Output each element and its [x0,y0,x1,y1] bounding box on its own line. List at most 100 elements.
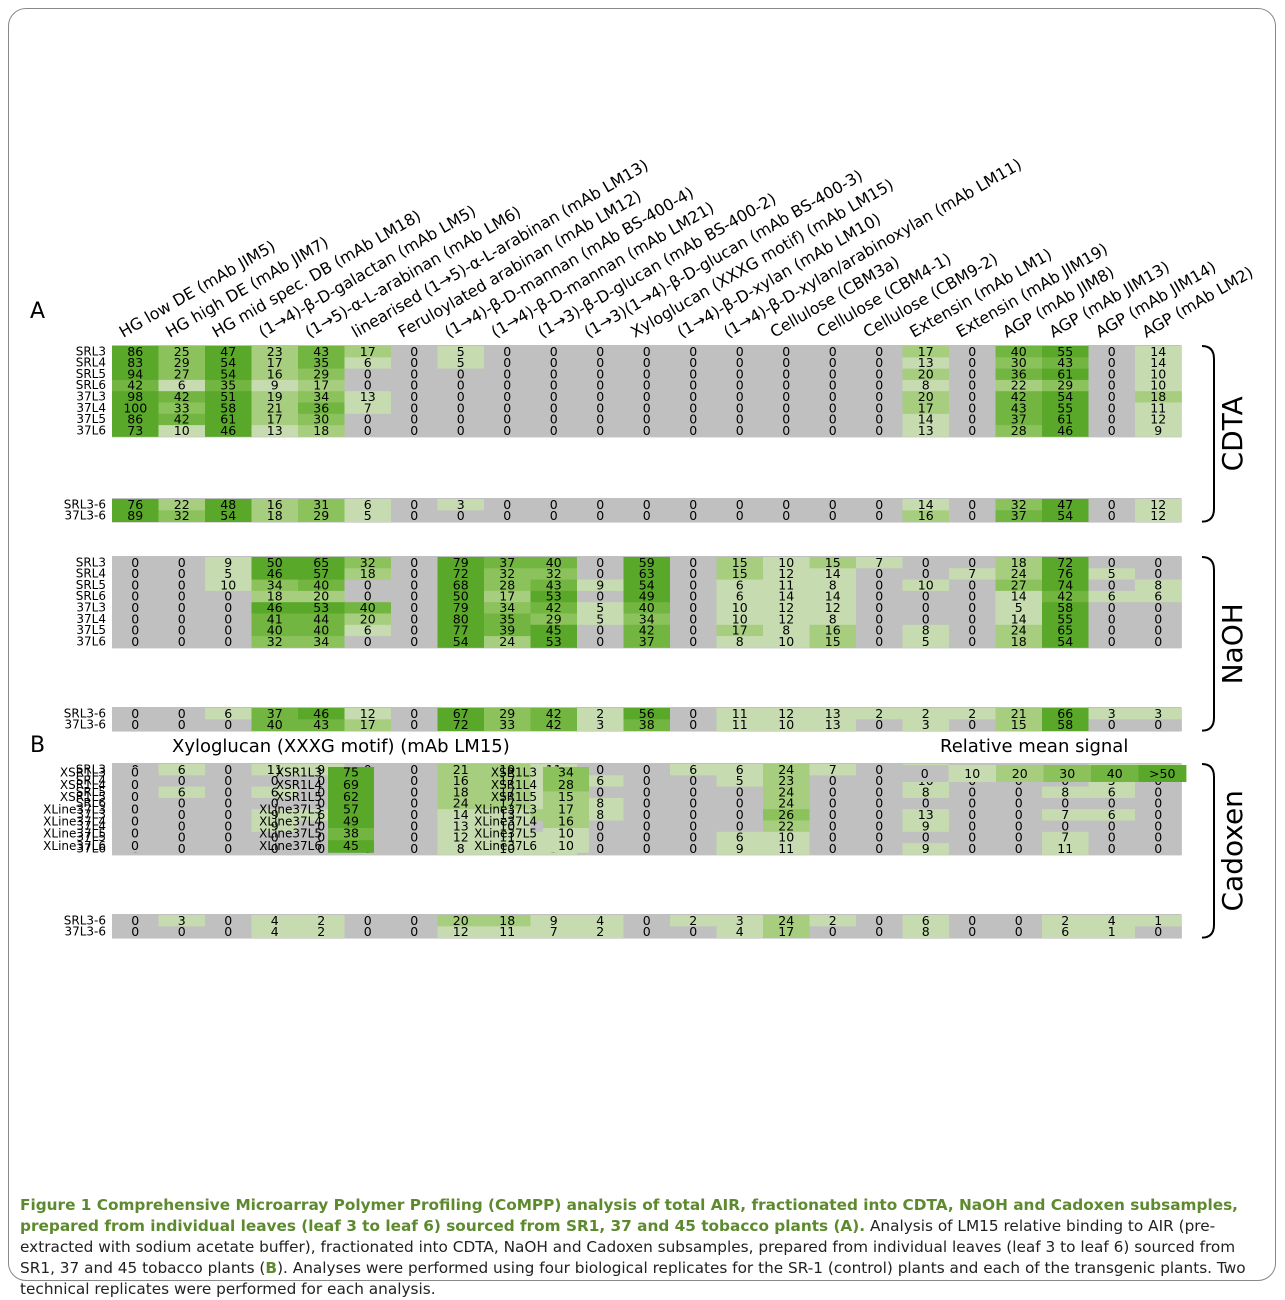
cell-value: 0 [736,378,744,393]
cell-value: 42 [546,706,562,721]
heatmap-cell [1042,579,1089,592]
cell-value: 18 [313,423,329,438]
cell-value: 51 [220,389,236,404]
cell-value: 18 [267,589,283,604]
cell-value: 18 [1150,389,1166,404]
heatmap-cell [391,820,438,833]
heatmap-cell [1042,413,1089,426]
cell-value: 0 [782,400,790,415]
heatmap-cell [763,602,810,614]
cell-value: 12 [453,830,469,845]
cell-value: 0 [131,623,139,638]
heatmap-cell [251,915,299,927]
cell-value: 14 [1150,355,1166,370]
heatmap-cell [949,346,996,358]
cell-value: 0 [1154,807,1162,822]
cell-value: 17 [360,344,376,359]
heatmap-cell [391,568,438,580]
heatmap-cell [391,926,438,938]
heatmap-cell [484,809,531,821]
cell-value: 47 [1057,497,1073,512]
cell-value: 8 [922,924,930,939]
heatmap-cell [158,602,206,614]
heatmap-cell [577,368,624,381]
cell-value: 0 [782,389,790,404]
legend-swatch [1043,765,1092,782]
cell-value: 24 [1011,623,1027,638]
cell-value: 43 [313,344,329,359]
cell-value: 4 [271,913,279,928]
heatmap-cell [112,602,159,614]
row-label: SRL4 [76,356,106,370]
cell-value: 4 [736,924,744,939]
cell-value: 21 [453,762,469,777]
legend-label: 0 [921,766,929,781]
cell-value: 5 [1015,600,1023,615]
heatmap-cell [1135,391,1182,403]
heatmap-cell [995,719,1043,731]
heatmap-cell [995,413,1043,426]
cell-value: 0 [410,423,418,438]
heatmap-cell [344,579,392,592]
heatmap-cell [1135,510,1182,522]
heatmap-cell [716,786,764,799]
heatmap-cell [763,510,810,522]
heatmap-cell [623,568,671,580]
heatmap-cell [623,379,671,392]
cell-value: 0 [410,366,418,381]
cell-value: 0 [410,830,418,845]
heatmap-cell [1088,425,1136,437]
heatmap-cell [763,831,810,844]
cell-value: 55 [1057,611,1073,626]
heatmap-cell [530,510,578,522]
cell-value: 9 [224,555,232,570]
cell-value: 0 [410,807,418,822]
heatmap-cell [112,357,159,369]
heatmap-cell [995,708,1043,720]
heatmap-cell [158,590,206,603]
cell-value: 10 [778,830,794,845]
heatmap-cell [484,590,531,603]
row-label: SRL4 [76,774,106,788]
cell-value: 0 [643,355,651,370]
heatmap-cell [1088,613,1136,626]
heatmap-cell [298,764,345,776]
heatmap-cell [391,425,438,437]
heatmap-cell [856,809,903,821]
cell-value: 8 [736,634,744,649]
cell-value: 0 [782,497,790,512]
b-heatmap-cell [112,767,158,780]
cell-value: 13 [360,389,376,404]
cell-value: 6 [736,762,744,777]
cell-value: 0 [689,497,697,512]
b-row-label: XLine37L3 [474,802,537,816]
heatmap-cell [995,557,1043,569]
cell-value: 0 [410,913,418,928]
cell-value: 25 [174,344,190,359]
cell-value: 13 [267,423,283,438]
cell-value: 0 [410,400,418,415]
cell-value: 37 [1011,412,1027,427]
heatmap-cell [1042,357,1089,369]
row-label: SRL5 [76,578,106,592]
cell-value: 9 [736,841,744,856]
heatmap-cell [763,613,810,626]
heatmap-cell [298,926,345,938]
b-cell-value: 0 [131,814,139,829]
cell-value: 22 [778,818,794,833]
b-row-label: XLine37L5 [474,827,537,841]
b-heatmap-cell [543,815,589,829]
heatmap-cell [995,379,1043,392]
cell-value: 0 [829,784,837,799]
heatmap-cell [577,402,624,415]
cell-value: 0 [596,412,604,427]
cell-value: 24 [778,913,794,928]
cell-value: 0 [1108,400,1116,415]
cell-value: 37 [267,706,283,721]
cell-value: 0 [829,807,837,822]
cell-value: 0 [410,497,418,512]
heatmap-cell [251,557,299,569]
heatmap-cell [763,797,810,810]
cell-value: 14 [453,807,469,822]
heatmap-cell [158,557,206,569]
